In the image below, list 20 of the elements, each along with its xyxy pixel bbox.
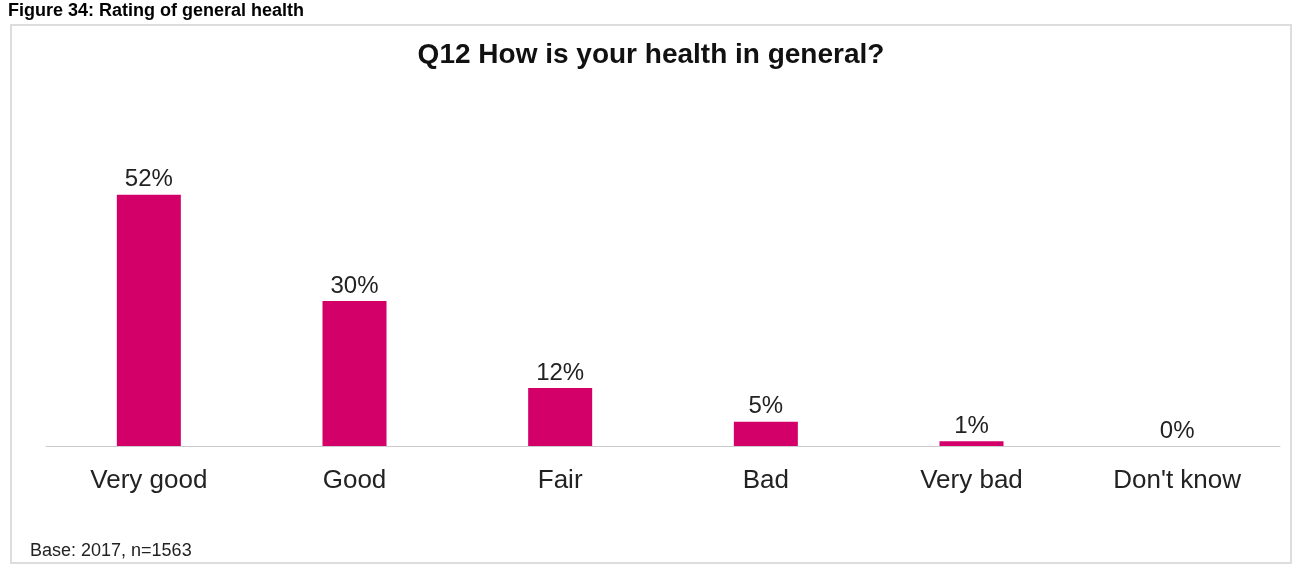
data-label: 1% (954, 410, 989, 438)
caption: Figure 34: Rating of general health (8, 0, 305, 21)
data-label: 52% (124, 164, 173, 192)
text: Base: 2017, n=1563 (30, 540, 192, 561)
x-tick-label: Bad (742, 464, 789, 494)
x-tick-label: Fair (537, 464, 583, 494)
bar (528, 388, 593, 446)
x-tick-label: Good (322, 464, 387, 494)
chart-title: Q12 How is your health in general? (417, 37, 885, 69)
data-label: 30% (330, 270, 379, 298)
x-tick-label: Very bad (920, 464, 1023, 494)
bar (733, 421, 798, 446)
data-label: 5% (748, 391, 784, 419)
data-label: 0% (1159, 415, 1195, 443)
bar (116, 194, 181, 446)
x-tick-label: Don't know (1113, 464, 1242, 494)
x-tick-label: Very good (90, 464, 208, 494)
bar (322, 301, 387, 446)
data-label: 12% (536, 357, 585, 385)
bar (939, 441, 1004, 446)
